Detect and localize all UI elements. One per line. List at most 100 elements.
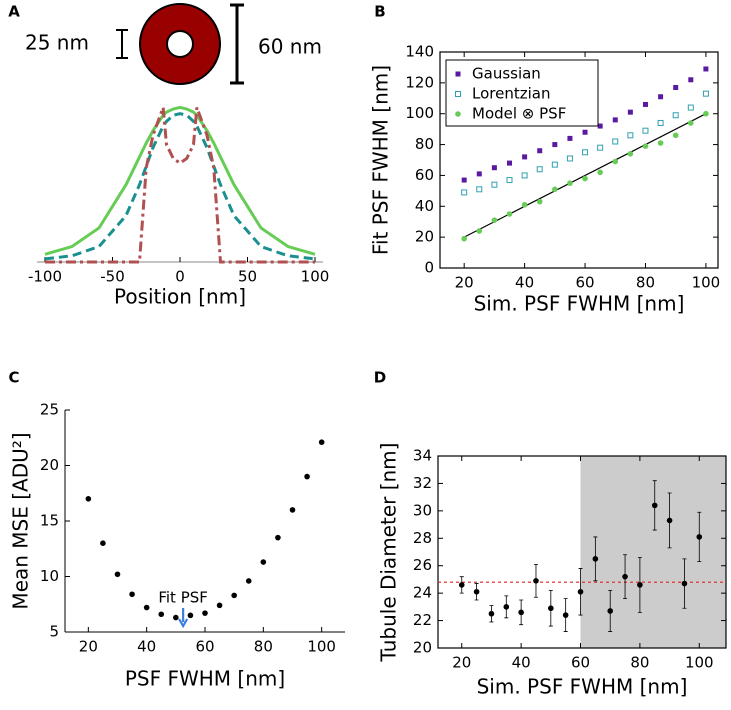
x-axis-label: Sim. PSF FWHM [nm]: [474, 292, 685, 316]
point: [612, 138, 619, 145]
x-tick-label: 60: [575, 274, 594, 292]
ring-diagram: 25 nm 60 nm: [25, 3, 322, 85]
point: [687, 104, 694, 111]
point: [607, 608, 614, 614]
point: [458, 582, 465, 588]
point: [672, 112, 679, 119]
y-axis-label: Fit PSF FWHM [nm]: [369, 65, 393, 255]
point: [612, 158, 619, 165]
x-tick-label: 40: [137, 638, 156, 656]
inner-diameter-label: 25 nm: [25, 31, 89, 55]
point: [627, 132, 634, 139]
point: [533, 578, 539, 584]
point: [173, 614, 179, 621]
point: [202, 610, 208, 616]
x-axis-label: PSF FWHM [nm]: [125, 667, 285, 691]
point: [651, 502, 658, 509]
point: [703, 66, 709, 72]
y-tick-label: 30: [413, 501, 432, 519]
x-tick-label: 0: [175, 268, 185, 286]
point: [658, 94, 664, 100]
y-axis-label: Tubule Diameter [nm]: [377, 443, 401, 663]
point: [582, 175, 588, 182]
line-series: [44, 105, 316, 256]
shaded-region: [580, 456, 726, 648]
x-tick-label: 100: [685, 654, 714, 672]
ring-inner: [166, 30, 194, 58]
legend-label: Model ⊗ PSF: [472, 105, 566, 123]
x-tick-label: 60: [195, 638, 214, 656]
point: [491, 165, 497, 171]
y-tick-label: 20: [415, 228, 434, 246]
point: [567, 180, 573, 186]
point: [129, 591, 135, 598]
point: [672, 132, 679, 139]
point: [673, 84, 679, 90]
x-tick-label: 20: [455, 274, 474, 292]
point: [597, 123, 603, 129]
x-axis-label: Sim. PSF FWHM [nm]: [477, 675, 688, 699]
y-tick-label: 0: [424, 259, 434, 277]
x-tick-label: 40: [515, 274, 534, 292]
y-tick-label: 80: [415, 135, 434, 153]
y-tick-label: 28: [413, 529, 432, 547]
y-axis-label: Mean MSE [ADU²]: [9, 432, 33, 609]
legend-marker: [455, 111, 461, 117]
point: [245, 578, 252, 584]
y-tick-label: 120: [405, 73, 434, 91]
point: [627, 151, 634, 157]
annotation-arrow: [178, 608, 189, 629]
legend-box: [445, 59, 599, 127]
point: [507, 160, 512, 166]
x-tick-label: 20: [79, 638, 98, 656]
point: [567, 135, 573, 141]
point: [476, 186, 483, 193]
legend-label: Gaussian: [472, 65, 541, 83]
point: [518, 609, 524, 616]
point: [642, 101, 648, 107]
point: [143, 604, 150, 611]
panel-label: A: [8, 3, 20, 21]
point: [187, 612, 194, 619]
point: [522, 154, 528, 160]
x-tick-label: 100: [307, 638, 336, 656]
y-tick-label: 24: [413, 584, 432, 602]
point: [657, 119, 664, 126]
y-tick-label: 60: [415, 166, 434, 184]
outer-bracket: [230, 3, 244, 85]
point: [216, 602, 223, 609]
point: [476, 171, 482, 177]
point: [158, 611, 165, 618]
y-tick-label: 20: [40, 456, 59, 474]
point: [637, 582, 643, 588]
point: [537, 148, 543, 154]
x-tick-label: -50: [100, 268, 125, 286]
legend-marker: [455, 71, 461, 77]
point: [114, 571, 121, 578]
point: [100, 540, 106, 546]
point: [552, 186, 558, 193]
point: [536, 166, 543, 173]
point: [642, 127, 649, 134]
point: [473, 588, 480, 595]
point: [548, 605, 554, 612]
point: [503, 604, 510, 610]
legend-label: Lorentzian: [472, 85, 550, 103]
y-tick-label: 32: [413, 474, 432, 492]
point: [566, 155, 573, 162]
point: [476, 228, 483, 234]
x-tick-label: -100: [28, 268, 62, 286]
y-tick-label: 25: [40, 401, 59, 419]
y-tick-label: 10: [40, 567, 59, 585]
inner-bracket: [116, 29, 128, 59]
point: [289, 507, 296, 513]
panel-label: C: [8, 369, 19, 387]
point: [85, 496, 92, 502]
point: [666, 517, 673, 524]
point: [622, 573, 628, 580]
point: [521, 201, 528, 208]
line-series: [44, 112, 316, 261]
y-tick-label: 20: [413, 639, 432, 657]
point: [688, 120, 694, 126]
